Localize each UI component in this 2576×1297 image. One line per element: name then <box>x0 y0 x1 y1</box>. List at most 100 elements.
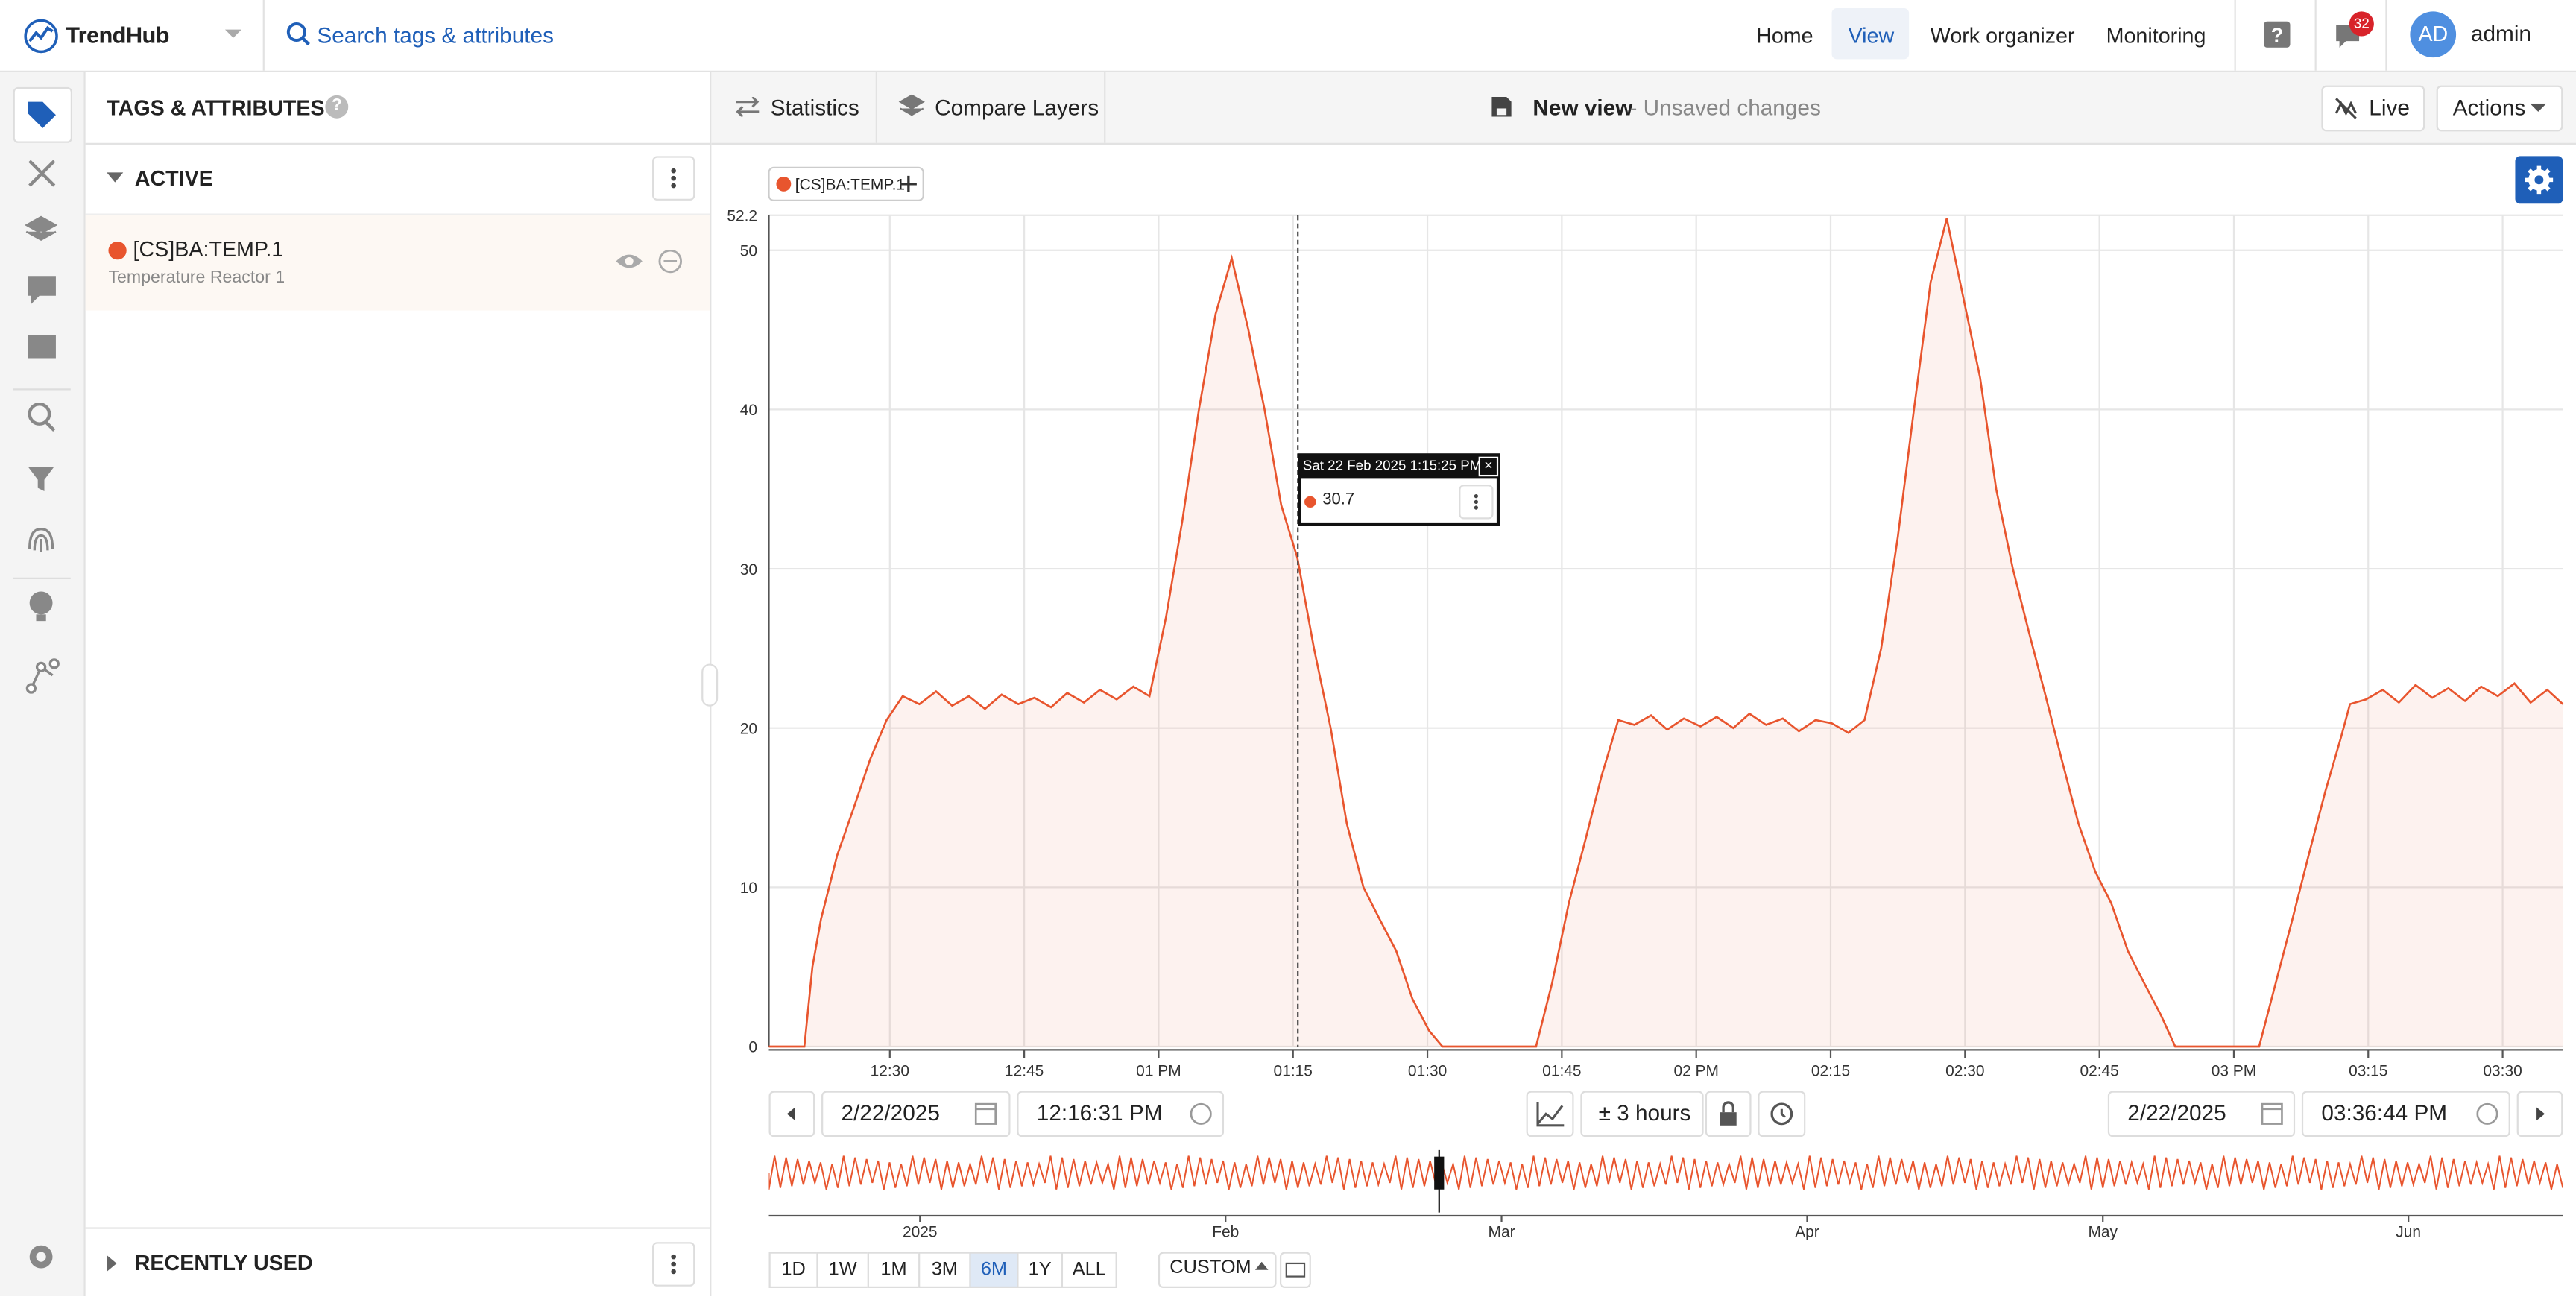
view-status: - Unsaved changes <box>1629 95 1821 120</box>
actions-button[interactable] <box>2436 85 2563 132</box>
icon-tags[interactable] <box>28 101 56 128</box>
toolbar <box>711 72 2576 145</box>
icon-comments[interactable] <box>28 276 56 304</box>
range-button[interactable]: 1Y <box>1017 1252 1064 1288</box>
actions-label[interactable]: Actions <box>2452 95 2526 120</box>
start-date[interactable] <box>821 1091 1011 1137</box>
end-time-value[interactable]: 03:36:44 PM <box>2321 1100 2448 1126</box>
navigator[interactable]: 2025 Feb Mar Apr May Jun <box>768 1146 2563 1245</box>
search-icon[interactable] <box>286 22 312 48</box>
statistics-button[interactable]: Statistics <box>770 95 859 120</box>
end-date[interactable] <box>2107 1091 2296 1137</box>
nav-view[interactable]: View <box>1848 22 1895 48</box>
legend-label: [CS]BA:TEMP.1 <box>795 177 905 194</box>
icon-filter[interactable] <box>28 466 54 492</box>
x-tick-label: 02:45 <box>2080 1063 2118 1080</box>
start-time[interactable] <box>1017 1091 1225 1137</box>
nav-label: Jun <box>2396 1224 2421 1241</box>
range-button[interactable]: 1D <box>768 1252 818 1288</box>
start-time-value[interactable]: 12:16:31 PM <box>1036 1100 1163 1126</box>
nav-trend <box>768 1155 2563 1190</box>
active-menu[interactable] <box>652 156 695 201</box>
nav-label: Feb <box>1212 1224 1239 1241</box>
custom-label[interactable]: CUSTOM <box>1169 1258 1251 1278</box>
search-box[interactable]: Search tags & attributes <box>317 22 554 48</box>
nav-home[interactable]: Home <box>1756 22 1813 48</box>
range-button[interactable]: 3M <box>918 1252 971 1288</box>
divider <box>2314 0 2317 71</box>
tooltip-close[interactable]: × <box>1478 456 1499 477</box>
brand[interactable]: TrendHub <box>66 21 169 48</box>
start-date-value[interactable]: 2/22/2025 <box>841 1100 940 1126</box>
x-tick-label: 12:45 <box>1005 1063 1044 1080</box>
collapse-arrow[interactable] <box>107 171 124 184</box>
save-icon[interactable] <box>1491 97 1512 117</box>
logo[interactable] <box>23 18 59 54</box>
icon-tools[interactable] <box>28 160 56 187</box>
recent-section[interactable]: RECENTLY USED <box>134 1250 313 1275</box>
statistics-icon <box>736 97 760 117</box>
tag-name[interactable]: [CS]BA:TEMP.1 <box>133 236 284 262</box>
tag-row[interactable] <box>85 213 710 311</box>
nav-active-bg <box>1831 8 1910 60</box>
x-tick-label: 03:15 <box>2349 1063 2387 1080</box>
nav-monitoring[interactable]: Monitoring <box>2106 22 2206 48</box>
y-tick-label: 30 <box>740 561 757 578</box>
tooltip-menu[interactable] <box>1459 485 1494 520</box>
end-time[interactable] <box>2301 1091 2510 1137</box>
nav-label: Mar <box>1489 1224 1515 1241</box>
actions-arrow <box>2530 103 2547 112</box>
brand-menu[interactable] <box>224 28 242 41</box>
icon-fingerprint[interactable] <box>28 528 54 552</box>
icon-dashboard[interactable] <box>28 335 56 359</box>
chart-type-button[interactable] <box>1526 1091 1574 1137</box>
x-tick-label: 02:30 <box>1945 1063 1984 1080</box>
divider <box>85 142 710 145</box>
help-button[interactable]: ? <box>2264 21 2291 48</box>
user-name[interactable]: admin <box>2470 21 2532 46</box>
tag-description: Temperature Reactor 1 <box>108 268 285 288</box>
range-button[interactable]: 6M <box>969 1252 1019 1288</box>
divider <box>262 0 265 71</box>
end-date-value[interactable]: 2/22/2025 <box>2127 1100 2226 1126</box>
range-button[interactable]: 1M <box>867 1252 921 1288</box>
tag-actions[interactable] <box>614 250 689 276</box>
export-button[interactable] <box>1279 1252 1311 1288</box>
active-section[interactable]: ACTIVE <box>134 165 213 191</box>
nav-work-organizer[interactable]: Work organizer <box>1930 22 2075 48</box>
compare-button[interactable]: Compare Layers <box>935 95 1099 120</box>
expand-arrow[interactable] <box>105 1255 119 1272</box>
legend-item[interactable]: [CS]BA:TEMP.1 <box>768 166 924 201</box>
window-value[interactable]: ± 3 hours <box>1598 1100 1691 1126</box>
next-button[interactable] <box>2516 1091 2563 1137</box>
icon-settings[interactable] <box>29 1245 53 1269</box>
icon-insight[interactable] <box>29 591 53 622</box>
recent-menu[interactable] <box>652 1242 695 1287</box>
legend-swatch <box>776 176 792 192</box>
field-icons <box>974 1102 2498 1125</box>
y-tick-label: 0 <box>748 1039 757 1056</box>
range-button[interactable]: 1W <box>816 1252 869 1288</box>
history-button[interactable] <box>1758 1091 1806 1137</box>
y-tick-label: 10 <box>740 880 757 897</box>
range-button[interactable]: ALL <box>1061 1252 1117 1288</box>
avatar[interactable]: AD <box>2410 11 2457 58</box>
x-tick-label: 01:15 <box>1274 1063 1313 1080</box>
prev-button[interactable] <box>768 1091 815 1137</box>
splitter[interactable] <box>701 663 719 707</box>
window-button[interactable] <box>1580 1091 1704 1137</box>
lock-button[interactable] <box>1705 1091 1752 1137</box>
icon-flow[interactable] <box>25 658 60 694</box>
help-icon[interactable]: ? <box>325 95 349 119</box>
series-line <box>768 218 2564 1048</box>
x-tick-label: 02:15 <box>1811 1063 1850 1080</box>
icon-layers[interactable] <box>24 215 58 242</box>
y-tick-label: 50 <box>740 242 757 259</box>
icon-search[interactable] <box>28 402 56 432</box>
view-name[interactable]: New view <box>1532 95 1633 120</box>
chart-settings[interactable] <box>2515 156 2563 204</box>
notification-badge: 32 <box>2349 11 2374 37</box>
live-label[interactable]: Live <box>2369 95 2410 120</box>
